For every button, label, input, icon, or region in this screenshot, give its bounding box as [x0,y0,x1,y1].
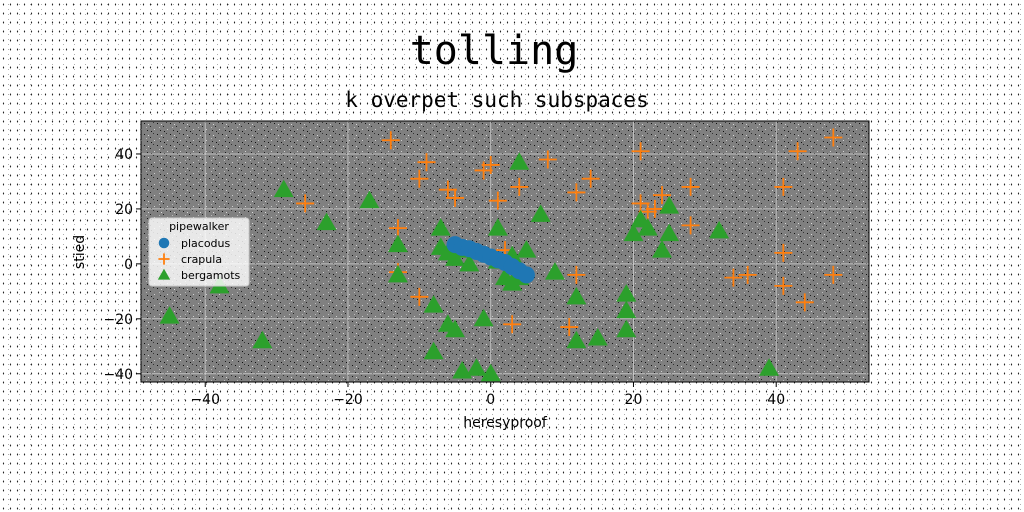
scatter-point-bergamots [616,284,637,302]
scatter-point-bergamots [252,330,273,349]
scatter-point-crapula [774,243,793,262]
scatter-point-bergamots [459,253,480,272]
scatter-point-bergamots [509,152,530,170]
legend-label-bergamots: bergamots [181,269,241,282]
scatter-point-bergamots [659,223,680,242]
scatter-point-bergamots [273,179,294,198]
scatter-point-crapula [296,194,315,213]
x-tick-label: 0 [486,392,495,408]
scatter-point-bergamots [473,308,494,327]
scatter-point-bergamots [466,358,487,376]
data-markers [159,128,843,382]
scatter-point-crapula [410,287,429,306]
scatter-point-crapula [438,180,457,199]
scatter-point-bergamots [430,218,451,236]
scatter-point-crapula [503,315,522,334]
scatter-point-crapula [653,186,672,205]
scatter-point-crapula [631,194,650,213]
legend-label-crapula: crapula [181,253,222,266]
scatter-point-crapula [388,219,407,238]
scatter-point-crapula [417,153,436,172]
scatter-point-crapula [538,150,557,169]
scatter-point-crapula [795,293,814,312]
scatter-point-crapula [724,268,743,287]
x-axis-ticks: −40 −20 0 20 40 [190,382,785,408]
scatter-point-bergamots [423,341,444,360]
scatter-point-crapula [774,177,793,196]
legend-box [148,217,250,287]
scatter-point-crapula [510,177,529,196]
x-tick-label: 20 [625,392,643,408]
scatter-point-crapula [681,216,700,235]
scatter-point-crapula [446,188,465,207]
scatter-point-bergamots [530,204,551,222]
scatter-point-bergamots [566,286,587,305]
scatter-point-bergamots [623,223,644,242]
x-tick-label: −20 [333,392,363,408]
y-axis-label: stied [72,235,88,269]
scatter-point-bergamots [709,220,730,239]
scatter-point-crapula [567,265,586,284]
plot-border [140,120,870,383]
scatter-point-bergamots [387,264,408,283]
y-tick-label: −20 [103,312,133,328]
y-tick-label: 20 [115,202,133,218]
scatter-point-bergamots [637,218,658,236]
scatter-point-crapula [824,265,843,284]
scatter-point-crapula [645,199,664,218]
scatter-point-crapula [774,276,793,295]
scatter-point-bergamots [544,262,565,280]
scatter-point-bergamots [445,319,466,338]
scatter-point-crapula [481,155,500,174]
scatter-point-bergamots [587,328,608,346]
scatter-point-bergamots [387,234,408,253]
scatter-point-bergamots [359,190,380,209]
scatter-point-bergamots [652,240,673,258]
scatter-point-crapula [581,169,600,188]
scatter-point-placodus [517,266,535,284]
legend-marker-bergamots [157,268,171,280]
scatter-point-bergamots [159,306,180,324]
plot-frame [140,120,870,383]
scatter-point-crapula [681,177,700,196]
y-tick-label: 40 [115,147,133,163]
scatter-point-bergamots [759,358,780,376]
scatter-point-bergamots [423,295,444,313]
chart-title: tolling [410,28,579,74]
scatter-point-bergamots [616,300,637,319]
scatter-point-bergamots [566,330,587,349]
scatter-point-bergamots [487,218,508,236]
scatter-point-bergamots [516,240,537,258]
scatter-point-crapula [638,202,657,221]
scatter-point-bergamots [659,196,680,214]
scatter-point-crapula [631,142,650,161]
scatter-point-crapula [788,142,807,161]
scatter-point-crapula [560,318,579,337]
y-tick-label: −40 [103,367,133,383]
scatter-point-crapula [488,191,507,210]
x-tick-label: 40 [767,392,785,408]
y-tick-label: 0 [124,257,133,273]
legend: pipewalker placodus crapula bergamots [148,217,250,287]
legend-marker-crapula [158,253,170,265]
legend-marker-placodus [158,237,170,249]
legend-label-placodus: placodus [181,237,231,250]
legend-title: pipewalker [169,220,229,233]
scatter-point-crapula [738,265,757,284]
scatter-point-crapula [567,183,586,202]
scatter-point-crapula [824,128,843,147]
scatter-point-crapula [410,169,429,188]
y-axis-ticks: −40 −20 0 20 40 [103,147,141,383]
scatter-point-bergamots [452,361,473,379]
chart-subtitle: k overpet such subspaces [345,88,648,112]
scatter-point-crapula [381,131,400,150]
x-tick-label: −40 [190,392,220,408]
scatter-point-bergamots [616,319,637,338]
scatter-point-bergamots [316,212,337,231]
scatter-point-bergamots [480,363,501,382]
x-axis-label: heresyproof [463,415,548,431]
